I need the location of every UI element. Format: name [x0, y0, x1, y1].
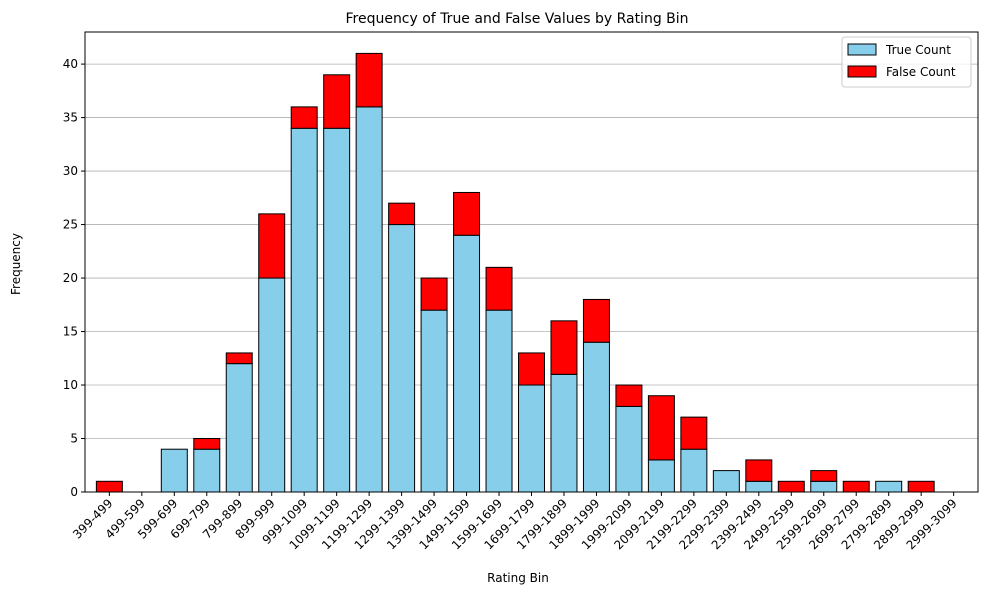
legend-label-true: True Count: [885, 43, 951, 57]
legend: True Count False Count: [841, 36, 972, 88]
y-tick-label: 40: [63, 57, 78, 71]
bar-false-2699-2799: [842, 480, 870, 493]
bar-false-1199-1299: [355, 52, 383, 108]
bar-true-2399-2499: [745, 480, 773, 493]
chart-title: Frequency of True and False Values by Ra…: [345, 11, 688, 27]
bar-false-2399-2499: [745, 459, 773, 482]
bar-false-399-499: [95, 480, 123, 493]
bar-false-2099-2199: [647, 395, 675, 461]
x-ticks: 399-499499-599599-699699-799799-899899-9…: [70, 492, 960, 552]
bar-false-1999-2099: [615, 384, 643, 407]
y-tick-label: 0: [70, 485, 78, 499]
bar-true-1999-2099: [615, 405, 643, 493]
bar-true-1599-1699: [485, 309, 513, 493]
bar-true-2099-2199: [647, 459, 675, 493]
x-axis-label: Rating Bin: [487, 571, 549, 585]
bar-true-1499-1599: [453, 234, 481, 493]
bar-true-1699-1799: [518, 384, 545, 493]
bar-true-1799-1899: [550, 373, 578, 493]
bar-true-2299-2399: [712, 470, 740, 493]
y-tick-label: 5: [70, 432, 78, 446]
legend-swatch-false: [847, 65, 877, 78]
bar-true-1099-1199: [323, 127, 351, 493]
bar-false-1099-1199: [323, 74, 351, 129]
y-tick-label: 15: [63, 325, 78, 339]
bar-false-799-899: [225, 352, 253, 365]
bar-false-2199-2299: [680, 416, 708, 450]
bars: [95, 52, 935, 493]
bar-true-599-699: [160, 448, 188, 493]
bar-false-2499-2599: [777, 480, 805, 493]
y-tick-label: 10: [63, 378, 78, 392]
bar-false-2899-2999: [907, 480, 935, 493]
bar-false-1299-1399: [388, 202, 416, 226]
bar-false-699-799: [193, 438, 221, 450]
bar-false-1699-1799: [518, 352, 545, 386]
y-tick-label: 35: [63, 111, 78, 125]
bar-false-2599-2699: [810, 470, 838, 482]
bar-false-1399-1499: [420, 277, 448, 311]
bar-true-799-899: [225, 363, 253, 493]
bar-true-1299-1399: [388, 224, 416, 493]
y-tick-label: 30: [63, 164, 78, 178]
bar-false-899-999: [258, 213, 286, 279]
y-tick-label: 25: [63, 218, 78, 232]
y-axis-label: Frequency: [9, 233, 23, 295]
bar-true-2599-2699: [810, 480, 838, 493]
bar-true-699-799: [193, 448, 221, 493]
y-tick-label: 20: [63, 271, 78, 285]
bar-false-1499-1599: [453, 191, 481, 236]
legend-label-false: False Count: [886, 65, 956, 79]
bar-true-2199-2299: [680, 448, 708, 493]
bar-true-999-1099: [290, 127, 318, 493]
y-ticks: 0 5 10 15 20 25 30 35 40: [63, 57, 85, 499]
bar-false-1799-1899: [550, 320, 578, 375]
bar-true-2799-2899: [875, 480, 903, 493]
bar-true-1399-1499: [420, 309, 448, 493]
bar-false-1899-1999: [582, 298, 610, 343]
bar-false-999-1099: [290, 106, 318, 129]
bar-true-1899-1999: [582, 341, 610, 493]
bar-false-1599-1699: [485, 266, 513, 311]
bar-true-1199-1299: [355, 106, 383, 493]
legend-swatch-true: [847, 43, 877, 56]
bar-true-899-999: [258, 277, 286, 493]
